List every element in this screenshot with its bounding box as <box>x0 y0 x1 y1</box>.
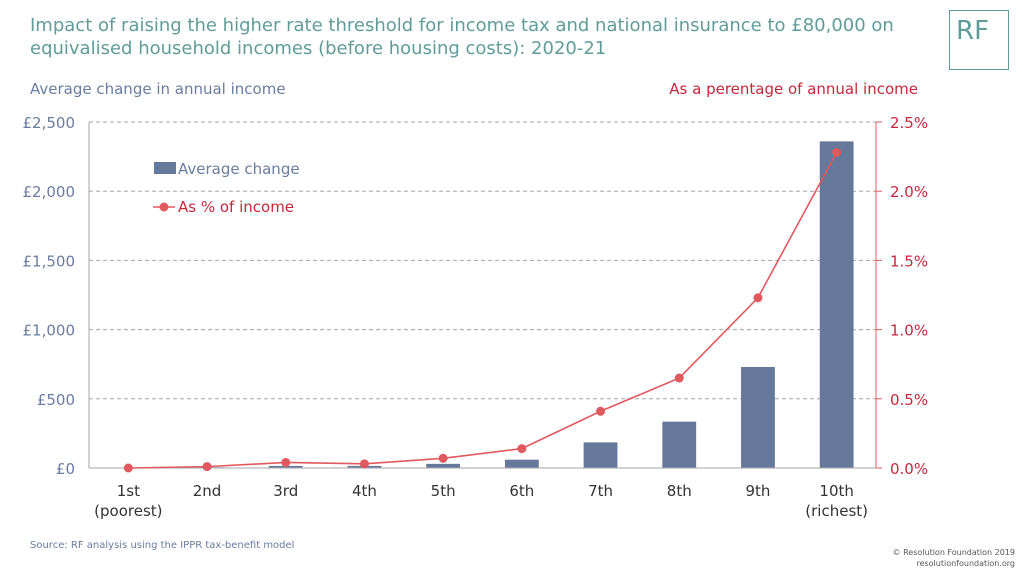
line-point <box>674 373 684 383</box>
right-axis-title: As a perentage of annual income <box>669 80 918 98</box>
copyright-line-2: resolutionfoundation.org <box>916 559 1015 568</box>
x-tick-label: 5th <box>431 482 456 500</box>
x-tick-label: 10th (richest) <box>805 482 868 520</box>
y-tick-label: £1,500 <box>23 252 76 270</box>
y-tick-label: £1,000 <box>23 322 76 340</box>
x-tick-label: 4th <box>352 482 377 500</box>
combo-chart: £0 0.0% £500 0.5% £1,000 1.0% £1,500 1.5% £2,000… <box>23 114 929 520</box>
bar <box>819 141 854 468</box>
line-point <box>281 457 291 467</box>
y2-tick-label: 1.5% <box>890 252 928 270</box>
line-point <box>359 459 369 469</box>
source-note: Source: RF analysis using the IPPR tax-b… <box>30 540 295 551</box>
y2-tick-label: 2.5% <box>890 114 928 132</box>
rf-logo: RF <box>949 10 1009 70</box>
chart-title: Impact of raising the higher rate thresh… <box>30 15 894 59</box>
bar <box>662 421 697 468</box>
series-line <box>128 152 838 469</box>
y-tick-label: £2,500 <box>23 114 76 132</box>
legend-swatch-bar <box>154 162 176 174</box>
line-point <box>832 147 842 157</box>
line-point <box>517 444 527 454</box>
y2-tick-label: 2.0% <box>890 183 928 201</box>
axes <box>88 121 882 469</box>
x-tick-label: 6th <box>509 482 534 500</box>
x-tick-label: 9th <box>745 482 770 500</box>
copyright-line-1: © Resolution Foundation 2019 <box>892 548 1015 557</box>
y2-tick-label: 0.0% <box>890 460 928 478</box>
legend: Average change As % of income <box>153 160 300 216</box>
left-axis-title: Average change in annual income <box>30 80 286 98</box>
bar <box>741 366 775 468</box>
line-point <box>596 406 606 416</box>
line-point <box>123 463 133 473</box>
bar <box>426 463 461 468</box>
x-tick-label: 1st (poorest) <box>94 482 162 520</box>
x-tick-label: 8th <box>667 482 692 500</box>
line-point <box>202 462 212 472</box>
tick-labels: £0 0.0% £500 0.5% £1,000 1.0% £1,500 1.5% £2,000… <box>23 114 929 520</box>
y2-tick-label: 0.5% <box>890 391 928 409</box>
y-tick-label: £2,000 <box>23 183 76 201</box>
bar-series <box>190 141 854 468</box>
legend-swatch-marker <box>159 202 169 212</box>
line-series <box>123 147 842 473</box>
x-tick-label: 7th <box>588 482 613 500</box>
legend-label-bar: Average change <box>178 160 300 178</box>
y-tick-label: £500 <box>37 391 75 409</box>
legend-label-line: As % of income <box>178 198 294 216</box>
gridlines <box>89 121 876 400</box>
bar <box>504 459 539 468</box>
x-tick-label: 2nd <box>193 482 222 500</box>
bar <box>583 442 618 468</box>
y2-tick-label: 1.0% <box>890 322 928 340</box>
line-point <box>753 293 763 303</box>
line-point <box>438 453 448 463</box>
x-tick-label: 3rd <box>273 482 298 500</box>
y-tick-label: £0 <box>56 460 75 478</box>
copyright: © Resolution Foundation 2019 resolutionf… <box>893 547 1015 569</box>
